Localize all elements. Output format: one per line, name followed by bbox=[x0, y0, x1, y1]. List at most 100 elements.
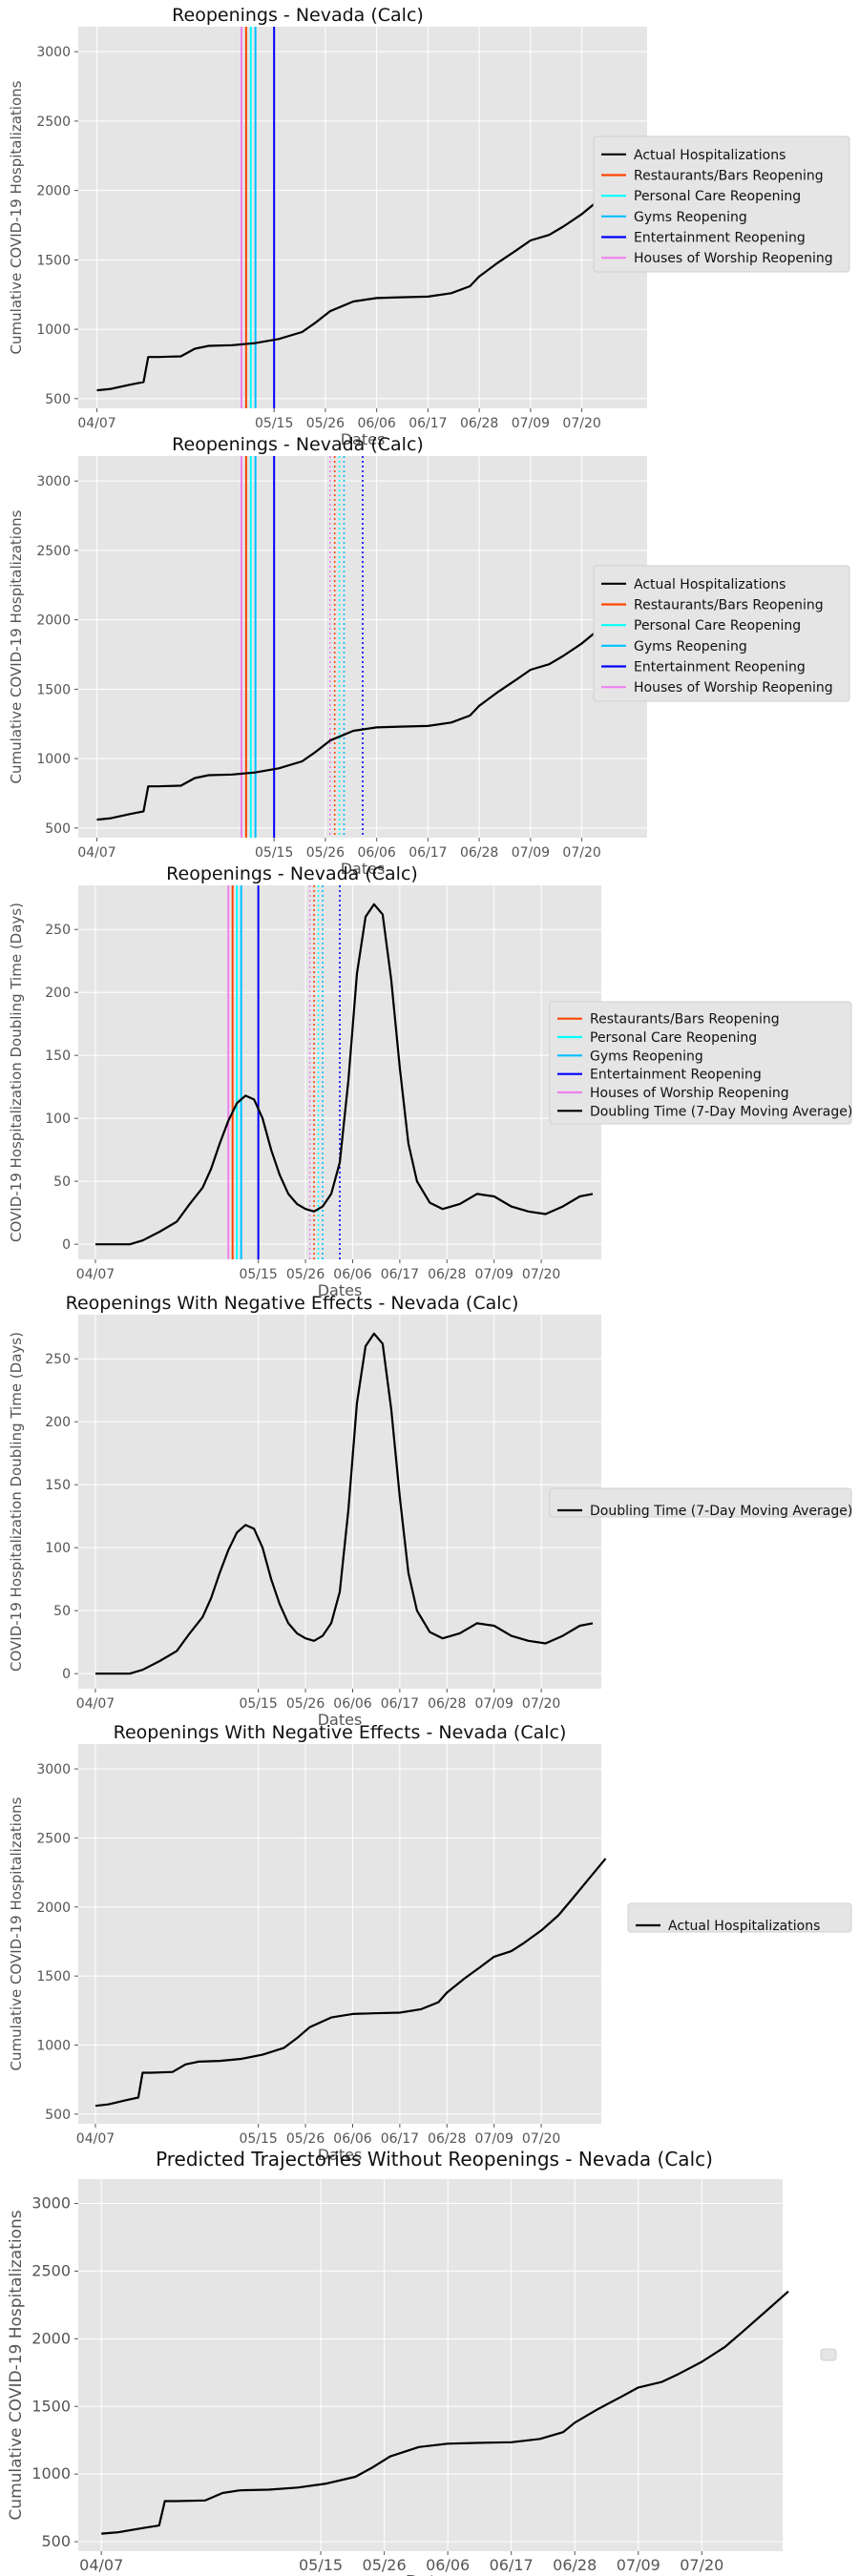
y-tick-label: 0 bbox=[62, 1667, 71, 1682]
x-tick-label: 06/28 bbox=[428, 2131, 466, 2147]
y-tick-label: 2500 bbox=[31, 2261, 71, 2279]
legend-label: Entertainment Reopening bbox=[634, 660, 806, 675]
chart-3: 04/07 05/15 05/26 06/06 06/17 06/28 07/09 07/20… bbox=[8, 863, 852, 1299]
legend-label: Gyms Reopening bbox=[590, 1049, 703, 1064]
y-axis-label: Cumulative COVID-19 Hospitalizations bbox=[7, 2210, 26, 2520]
series-line bbox=[96, 140, 653, 392]
x-tick-label: 06/17 bbox=[490, 2556, 534, 2574]
y-tick-label: 100 bbox=[45, 1541, 71, 1556]
x-tick-label: 04/07 bbox=[76, 1267, 115, 1282]
legend-label: Doubling Time (7-Day Moving Average) bbox=[590, 1104, 852, 1119]
chart-title: Predicted Trajectories Without Reopening… bbox=[156, 2148, 713, 2171]
x-tick-label: 06/06 bbox=[333, 1696, 371, 1712]
x-tick-label: 07/09 bbox=[617, 2556, 660, 2574]
x-axis-label: Dates bbox=[406, 2572, 455, 2576]
x-tick-label: 07/20 bbox=[562, 416, 600, 431]
y-tick-label: 2000 bbox=[36, 613, 71, 629]
x-tick-label: 06/06 bbox=[357, 845, 395, 861]
legend-box bbox=[593, 565, 850, 702]
legend-box bbox=[820, 2348, 837, 2361]
y-tick-label: 1000 bbox=[36, 2039, 71, 2054]
legend-label: Entertainment Reopening bbox=[634, 231, 806, 246]
x-tick-label: 05/15 bbox=[255, 845, 293, 861]
x-tick-label: 06/28 bbox=[428, 1267, 466, 1282]
y-axis-label: COVID-19 Hospitalization Doubling Time (… bbox=[8, 1332, 25, 1672]
y-tick-label: 3000 bbox=[31, 2194, 71, 2212]
x-tick-label: 05/15 bbox=[255, 416, 293, 431]
x-tick-label: 07/20 bbox=[522, 1267, 560, 1282]
y-tick-label: 50 bbox=[53, 1174, 71, 1190]
legend-label: Actual Hospitalizations bbox=[634, 577, 786, 592]
y-tick-label: 1000 bbox=[36, 322, 71, 338]
x-axis-label: Dates bbox=[341, 860, 386, 878]
chart-1: 04/07 05/15 05/26 06/06 06/17 06/28 07/09 07/20… bbox=[8, 5, 850, 448]
x-tick-label: 05/26 bbox=[286, 2131, 325, 2147]
y-tick-label: 200 bbox=[45, 986, 71, 1001]
x-tick-label: 07/09 bbox=[475, 2131, 513, 2147]
x-tick-label: 05/26 bbox=[286, 1696, 325, 1712]
y-tick-label: 100 bbox=[45, 1111, 71, 1127]
y-tick-label: 2500 bbox=[36, 544, 71, 559]
x-tick-label: 04/07 bbox=[76, 1696, 115, 1712]
legend-label: Restaurants/Bars Reopening bbox=[634, 169, 824, 184]
x-tick-label: 06/17 bbox=[381, 2131, 419, 2147]
legend-label: Personal Care Reopening bbox=[634, 189, 801, 204]
x-tick-label: 06/17 bbox=[409, 845, 447, 861]
y-tick-label: 3000 bbox=[36, 1762, 71, 1777]
x-tick-label: 07/20 bbox=[522, 2131, 560, 2147]
chart-5: 04/07 05/15 05/26 06/06 06/17 06/28 07/09 07/20… bbox=[8, 1722, 852, 2164]
x-tick-label: 04/07 bbox=[79, 2556, 123, 2574]
legend-label: Houses of Worship Reopening bbox=[590, 1086, 789, 1101]
legend-label: Actual Hospitalizations bbox=[668, 1919, 820, 1934]
y-tick-label: 200 bbox=[45, 1415, 71, 1430]
series-line bbox=[101, 2290, 789, 2535]
y-tick-label: 150 bbox=[45, 1049, 71, 1064]
x-tick-label: 07/20 bbox=[522, 1696, 560, 1712]
y-axis-label: Cumulative COVID-19 Hospitalizations bbox=[8, 1797, 25, 2070]
legend-label: Actual Hospitalizations bbox=[634, 148, 786, 163]
y-tick-label: 500 bbox=[45, 821, 71, 837]
legend-label: Gyms Reopening bbox=[634, 210, 747, 225]
x-tick-label: 07/20 bbox=[680, 2556, 723, 2574]
x-tick-label: 06/17 bbox=[409, 416, 447, 431]
y-tick-label: 1500 bbox=[36, 1969, 71, 1984]
y-tick-label: 500 bbox=[45, 392, 71, 407]
y-tick-label: 150 bbox=[45, 1478, 71, 1493]
x-tick-label: 06/17 bbox=[381, 1696, 419, 1712]
y-tick-label: 2500 bbox=[36, 114, 71, 130]
y-tick-label: 2500 bbox=[36, 1831, 71, 1846]
x-tick-label: 07/09 bbox=[512, 845, 550, 861]
plot-area bbox=[78, 27, 647, 408]
x-tick-label: 05/26 bbox=[363, 2556, 407, 2574]
x-axis-label: Dates bbox=[341, 430, 386, 448]
plot-area bbox=[78, 2179, 783, 2551]
chart-2: 04/07 05/15 05/26 06/06 06/17 06/28 07/09 07/20… bbox=[8, 434, 850, 878]
x-tick-label: 04/07 bbox=[77, 416, 115, 431]
x-tick-label: 06/28 bbox=[460, 416, 498, 431]
y-axis-label: Cumulative COVID-19 Hospitalizations bbox=[8, 509, 25, 783]
x-tick-label: 05/15 bbox=[239, 2131, 277, 2147]
x-axis-label: Dates bbox=[318, 1281, 363, 1299]
x-tick-label: 06/28 bbox=[553, 2556, 597, 2574]
chart-title: Reopenings With Negative Effects - Nevad… bbox=[114, 1722, 567, 1743]
y-tick-label: 500 bbox=[41, 2532, 71, 2550]
legend-label: Entertainment Reopening bbox=[590, 1068, 762, 1083]
x-tick-label: 07/20 bbox=[562, 845, 600, 861]
x-tick-label: 06/28 bbox=[428, 1696, 466, 1712]
x-tick-label: 07/09 bbox=[475, 1267, 513, 1282]
legend-label: Restaurants/Bars Reopening bbox=[590, 1012, 780, 1028]
y-axis-label: COVID-19 Hospitalization Doubling Time (… bbox=[8, 903, 25, 1242]
y-axis-label: Cumulative COVID-19 Hospitalizations bbox=[8, 80, 25, 354]
legend-label: Houses of Worship Reopening bbox=[634, 680, 833, 696]
legend-box bbox=[549, 1487, 852, 1518]
y-tick-label: 0 bbox=[62, 1237, 71, 1253]
x-tick-label: 06/06 bbox=[357, 416, 395, 431]
x-tick-label: 05/15 bbox=[299, 2556, 343, 2574]
chart-title: Reopenings With Negative Effects - Nevad… bbox=[66, 1293, 519, 1314]
x-tick-label: 06/06 bbox=[333, 2131, 371, 2147]
x-tick-label: 07/09 bbox=[512, 416, 550, 431]
x-axis-label: Dates bbox=[318, 2146, 363, 2164]
legend-label: Gyms Reopening bbox=[634, 639, 747, 654]
legend-box bbox=[593, 135, 850, 273]
